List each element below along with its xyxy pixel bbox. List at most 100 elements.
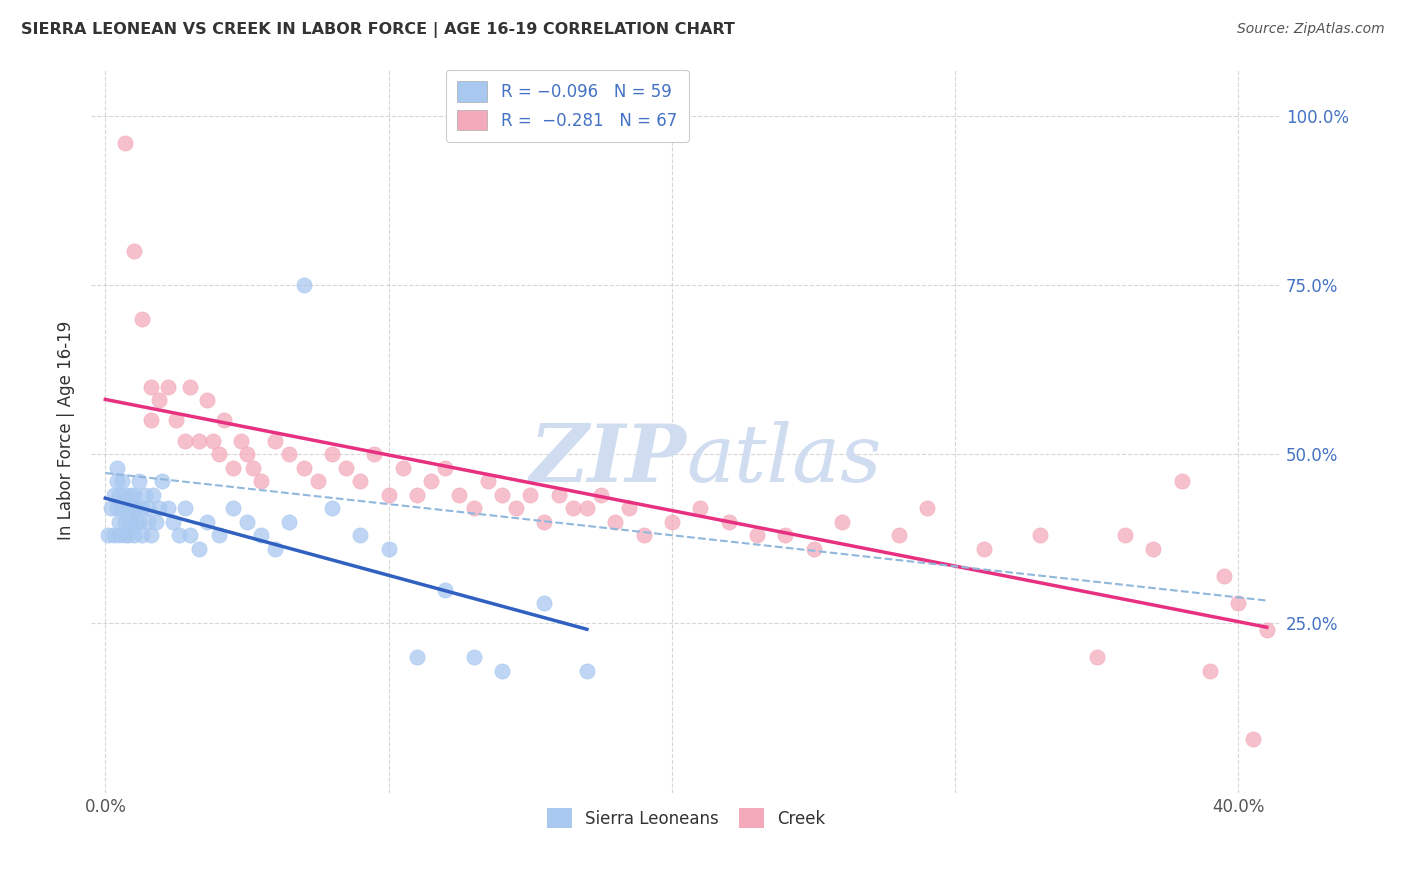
- Point: [108, 515, 131, 529]
- Point: [145, 515, 167, 529]
- Point: [1199, 664, 1222, 678]
- Point: [915, 501, 938, 516]
- Point: [391, 460, 413, 475]
- Point: [114, 528, 136, 542]
- Point: [139, 413, 162, 427]
- Text: ZIP: ZIP: [529, 421, 686, 499]
- Point: [561, 501, 583, 516]
- Point: [633, 528, 655, 542]
- Point: [134, 488, 156, 502]
- Point: [321, 501, 343, 516]
- Point: [1114, 528, 1136, 542]
- Point: [887, 528, 910, 542]
- Point: [114, 136, 136, 150]
- Point: [122, 501, 145, 516]
- Point: [222, 501, 245, 516]
- Point: [349, 528, 371, 542]
- Point: [363, 447, 385, 461]
- Point: [335, 460, 357, 475]
- Point: [165, 413, 187, 427]
- Point: [1241, 731, 1264, 746]
- Point: [136, 501, 159, 516]
- Point: [619, 501, 641, 516]
- Point: [179, 528, 201, 542]
- Point: [973, 541, 995, 556]
- Point: [139, 379, 162, 393]
- Point: [108, 528, 131, 542]
- Point: [773, 528, 796, 542]
- Point: [717, 515, 740, 529]
- Point: [434, 460, 457, 475]
- Point: [278, 515, 301, 529]
- Point: [292, 460, 315, 475]
- Point: [105, 460, 128, 475]
- Point: [377, 541, 399, 556]
- Point: [122, 528, 145, 542]
- Point: [125, 515, 148, 529]
- Point: [207, 447, 229, 461]
- Point: [122, 244, 145, 259]
- Point: [591, 488, 613, 502]
- Point: [114, 488, 136, 502]
- Point: [128, 515, 150, 529]
- Point: [406, 650, 429, 665]
- Point: [128, 475, 150, 489]
- Point: [803, 541, 825, 556]
- Point: [491, 488, 513, 502]
- Point: [477, 475, 499, 489]
- Point: [114, 515, 136, 529]
- Point: [97, 528, 120, 542]
- Point: [307, 475, 329, 489]
- Point: [100, 501, 122, 516]
- Point: [491, 664, 513, 678]
- Point: [120, 515, 142, 529]
- Point: [117, 528, 139, 542]
- Point: [142, 488, 165, 502]
- Point: [463, 650, 485, 665]
- Point: [463, 501, 485, 516]
- Point: [505, 501, 527, 516]
- Point: [1029, 528, 1052, 542]
- Point: [250, 475, 273, 489]
- Point: [1256, 624, 1278, 638]
- Point: [187, 434, 209, 448]
- Point: [139, 528, 162, 542]
- Point: [150, 475, 173, 489]
- Point: [195, 515, 218, 529]
- Point: [236, 447, 259, 461]
- Text: SIERRA LEONEAN VS CREEK IN LABOR FORCE | AGE 16-19 CORRELATION CHART: SIERRA LEONEAN VS CREEK IN LABOR FORCE |…: [21, 22, 735, 38]
- Point: [661, 515, 683, 529]
- Point: [131, 312, 153, 326]
- Point: [148, 393, 170, 408]
- Point: [120, 488, 142, 502]
- Point: [278, 447, 301, 461]
- Point: [103, 488, 125, 502]
- Point: [264, 541, 287, 556]
- Point: [222, 460, 245, 475]
- Point: [349, 475, 371, 489]
- Point: [264, 434, 287, 448]
- Point: [831, 515, 853, 529]
- Point: [745, 528, 768, 542]
- Point: [111, 475, 134, 489]
- Legend: Sierra Leoneans, Creek: Sierra Leoneans, Creek: [540, 801, 832, 835]
- Point: [214, 413, 236, 427]
- Text: atlas: atlas: [686, 421, 882, 499]
- Point: [156, 379, 179, 393]
- Point: [131, 501, 153, 516]
- Point: [207, 528, 229, 542]
- Point: [242, 460, 264, 475]
- Point: [162, 515, 184, 529]
- Point: [173, 434, 195, 448]
- Point: [406, 488, 429, 502]
- Y-axis label: In Labor Force | Age 16-19: In Labor Force | Age 16-19: [58, 321, 75, 541]
- Point: [195, 393, 218, 408]
- Point: [1085, 650, 1108, 665]
- Point: [173, 501, 195, 516]
- Point: [131, 528, 153, 542]
- Point: [103, 528, 125, 542]
- Point: [117, 501, 139, 516]
- Point: [231, 434, 253, 448]
- Point: [1213, 569, 1236, 583]
- Point: [187, 541, 209, 556]
